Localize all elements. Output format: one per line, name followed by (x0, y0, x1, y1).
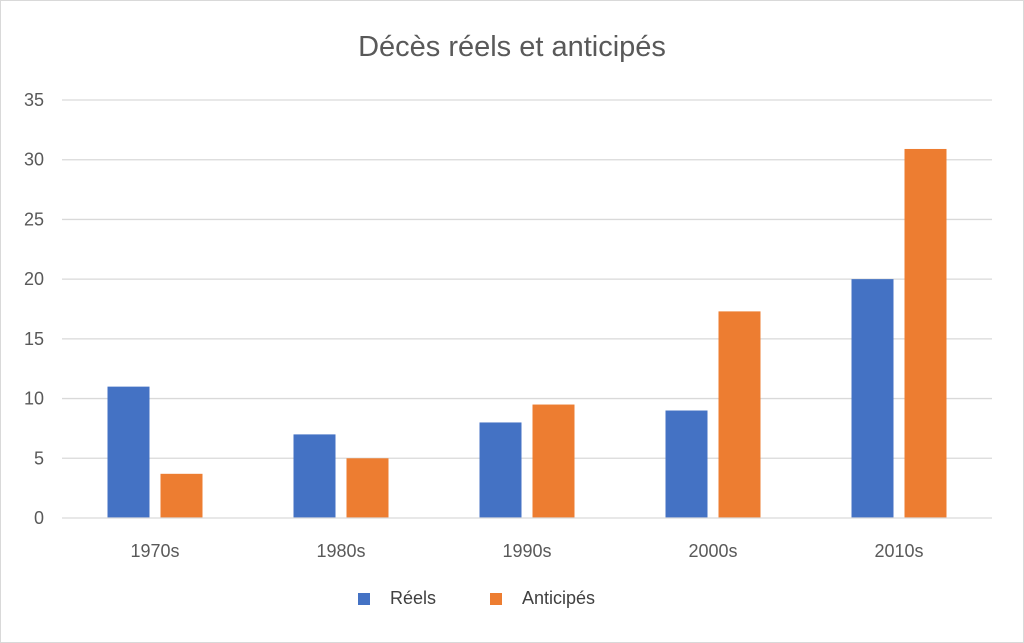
legend-label: Réels (390, 588, 436, 608)
y-tick-label: 25 (24, 209, 44, 229)
y-tick-label: 35 (24, 90, 44, 110)
x-tick-label: 1970s (130, 541, 179, 561)
bar-anticip-s (904, 148, 947, 519)
bar-r-els (851, 279, 894, 518)
x-tick-label: 1990s (502, 541, 551, 561)
bar-anticip-s (532, 404, 575, 518)
legend-swatch (490, 593, 502, 605)
x-axis-ticks: 1970s 1980s 1990s 2000s 2010s (130, 541, 923, 561)
bar-r-els (665, 410, 708, 518)
bar-r-els (479, 422, 522, 518)
y-tick-label: 15 (24, 329, 44, 349)
legend: Réels Anticipés (358, 588, 595, 608)
x-tick-label: 1980s (316, 541, 365, 561)
bars (107, 148, 947, 519)
x-tick-label: 2000s (688, 541, 737, 561)
bar-anticip-s (346, 458, 389, 518)
y-tick-label: 0 (34, 508, 44, 528)
y-axis-ticks: 0 5 10 15 20 25 30 35 (24, 90, 44, 528)
x-tick-label: 2010s (874, 541, 923, 561)
bar-r-els (293, 434, 336, 518)
legend-label: Anticipés (522, 588, 595, 608)
y-tick-label: 10 (24, 389, 44, 409)
bar-anticip-s (718, 311, 761, 518)
y-tick-label: 30 (24, 150, 44, 170)
y-tick-label: 20 (24, 269, 44, 289)
gridlines (62, 99, 992, 459)
bar-anticip-s (160, 473, 203, 518)
bar-r-els (107, 386, 150, 518)
chart-title: Décès réels et anticipés (358, 31, 666, 63)
y-tick-label: 5 (34, 448, 44, 468)
legend-swatch (358, 593, 370, 605)
